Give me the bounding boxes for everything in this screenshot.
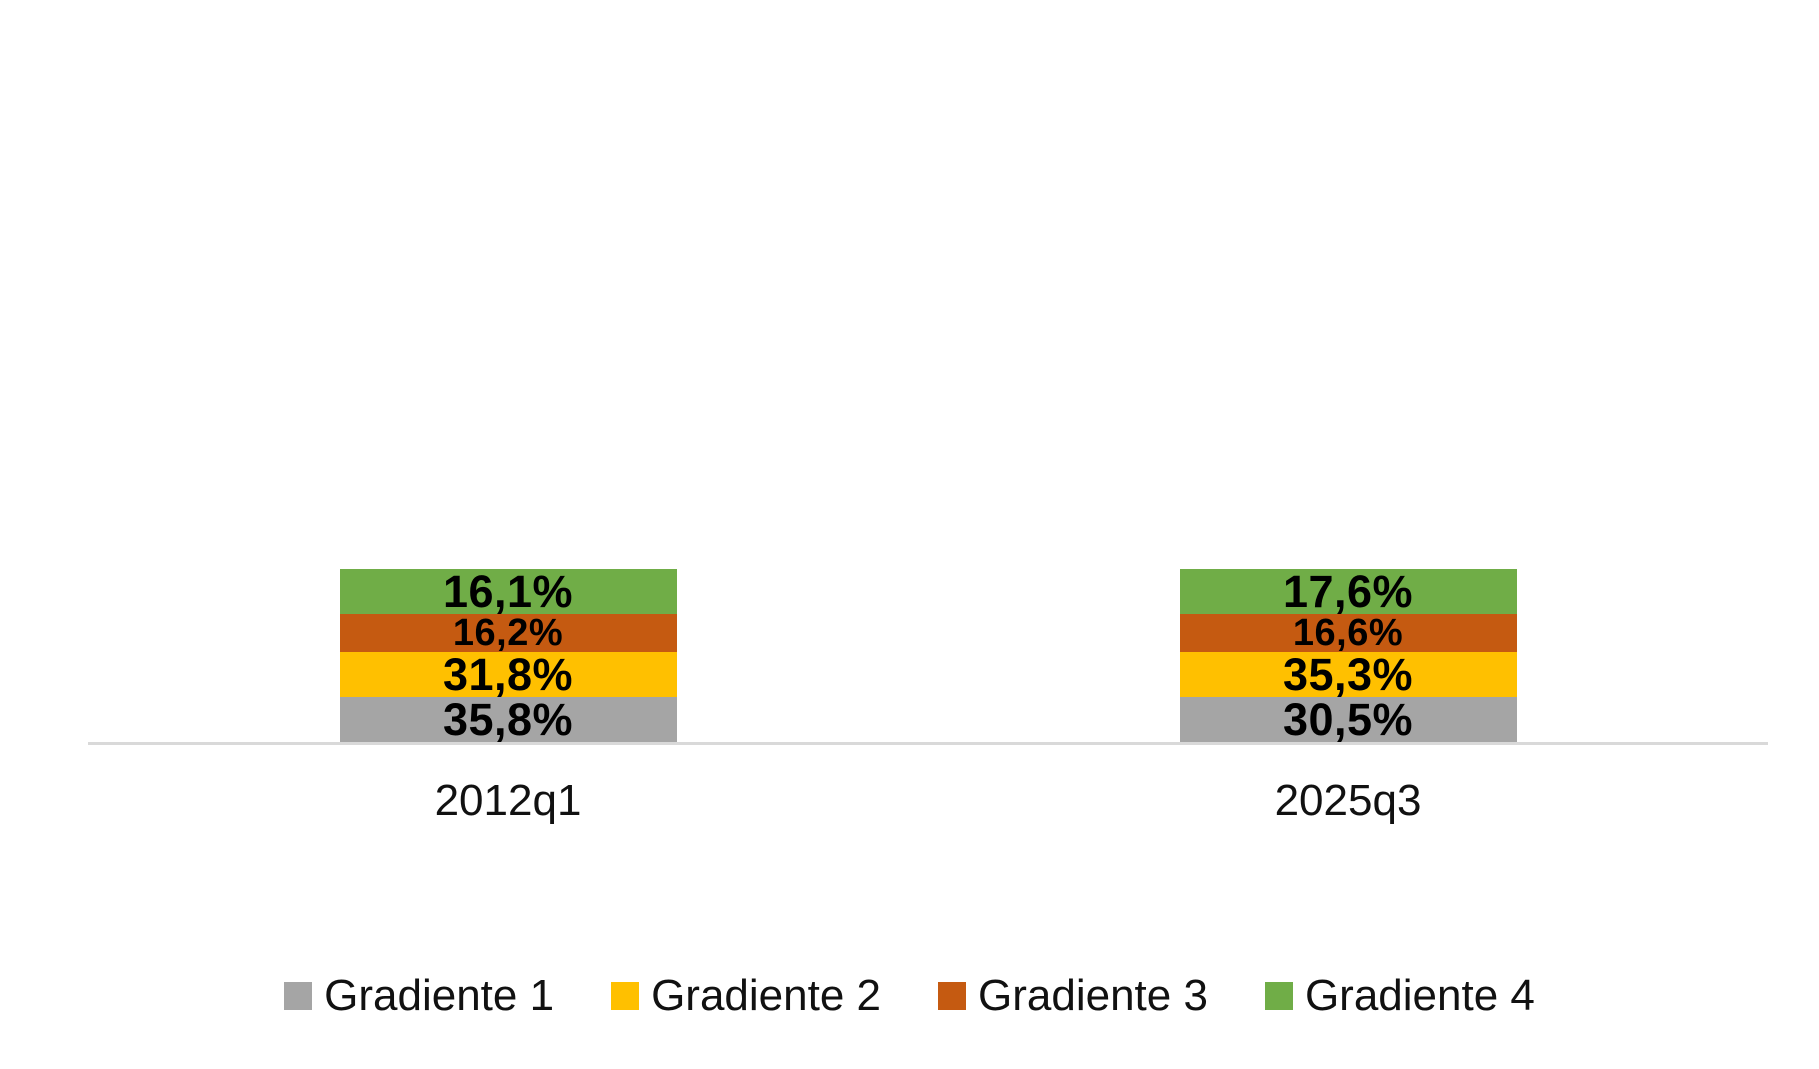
legend-item-gradiente-1: Gradiente 1 xyxy=(284,971,555,1020)
legend-item-gradiente-3: Gradiente 3 xyxy=(938,971,1208,1020)
data-label: 16,1% xyxy=(442,566,574,617)
legend-label: Gradiente 3 xyxy=(978,971,1208,1020)
bar-segment-gradiente-2-2012q1: 31,8% xyxy=(339,649,677,700)
bar-segment-gradiente-1-2012q1: 35,8% xyxy=(339,694,677,745)
data-label: 16,6% xyxy=(1292,612,1404,654)
data-label: 31,8% xyxy=(442,649,574,700)
x-axis-label-2025q3: 2025q3 xyxy=(1274,776,1422,825)
bar-segment-gradiente-2-2025q3: 35,3% xyxy=(1179,649,1517,700)
data-label: 30,5% xyxy=(1282,694,1414,745)
bar-segment-gradiente-1-2025q3: 30,5% xyxy=(1179,694,1517,745)
legend-swatch-orange-icon xyxy=(938,982,966,1011)
bar-segment-gradiente-3-2025q3: 16,6% xyxy=(1179,612,1517,654)
legend-item-gradiente-2: Gradiente 2 xyxy=(611,971,881,1020)
x-axis-line xyxy=(88,742,1768,745)
legend-label: Gradiente 2 xyxy=(651,971,881,1020)
data-label: 35,8% xyxy=(442,694,574,745)
plot-area: 35,8% 31,8% 16,2% 16,1% 30,5% 35,3% 16,6% 17,6% xyxy=(88,22,1768,742)
legend-item-gradiente-4: Gradiente 4 xyxy=(1264,971,1535,1020)
data-label: 35,3% xyxy=(1282,649,1414,700)
legend-label: Gradiente 1 xyxy=(324,971,555,1020)
bar-segment-gradiente-4-2025q3: 17,6% xyxy=(1179,566,1517,617)
stacked-bar-2025q3: 30,5% 35,3% 16,6% 17,6% xyxy=(1179,566,1517,745)
bar-segment-gradiente-4-2012q1: 16,1% xyxy=(339,566,677,617)
legend-swatch-green-icon xyxy=(1264,982,1293,1011)
legend-label: Gradiente 4 xyxy=(1304,971,1535,1020)
x-axis: 2012q1 2025q3 xyxy=(88,776,1768,836)
data-label: 16,2% xyxy=(452,612,564,654)
bar-segment-gradiente-3-2012q1: 16,2% xyxy=(339,612,677,654)
stacked-bar-2012q1: 35,8% 31,8% 16,2% 16,1% xyxy=(339,566,677,745)
x-axis-label-2012q1: 2012q1 xyxy=(434,776,582,825)
legend-swatch-gold-icon xyxy=(611,982,640,1011)
legend-swatch-gray-icon xyxy=(284,982,313,1011)
legend: Gradiente 1 Gradiente 2 Gradiente 3 Grad… xyxy=(0,971,1819,1020)
data-label: 17,6% xyxy=(1282,566,1414,617)
